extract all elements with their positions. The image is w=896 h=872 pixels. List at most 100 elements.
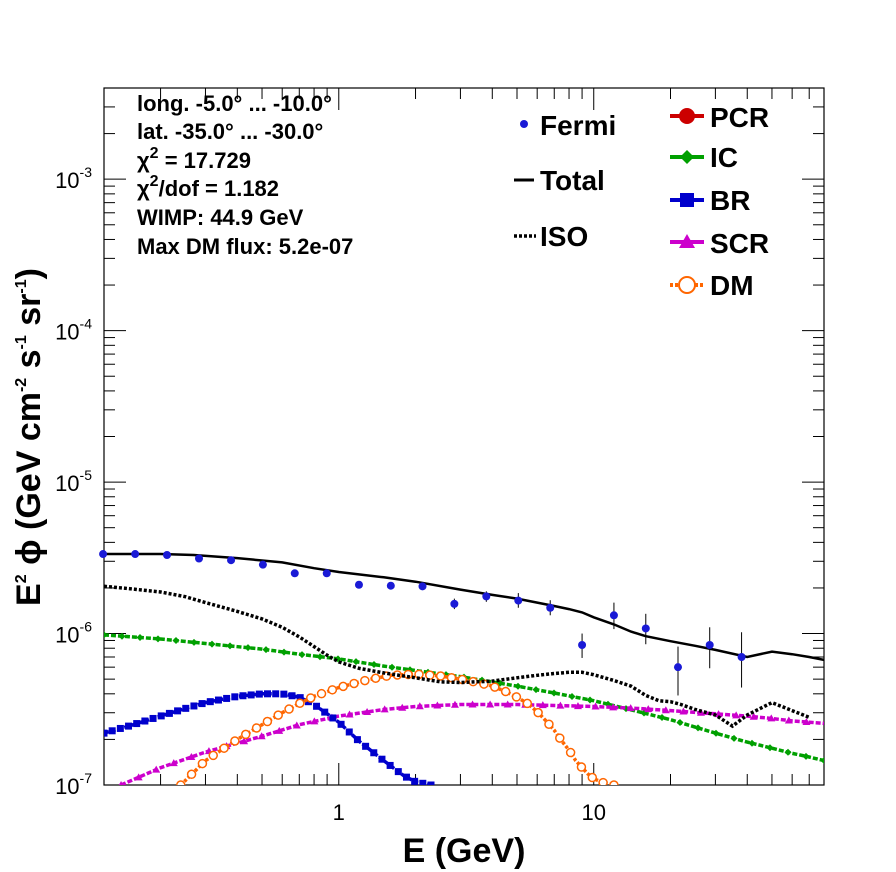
- fermi-point: [705, 641, 714, 650]
- marker-dm: [370, 673, 381, 684]
- fermi-point: [482, 592, 491, 601]
- y-axis-title: E2 ϕ (GeV cm-2 s-1 sr-1): [10, 268, 48, 606]
- fermi-point: [609, 611, 618, 620]
- marker-ic: [280, 648, 288, 656]
- marker-dm: [295, 698, 305, 709]
- legend-left: Fermi Total ISO: [514, 110, 616, 252]
- marker-dm: [262, 716, 273, 727]
- marker-dm: [587, 772, 598, 783]
- marker-ic: [784, 748, 792, 756]
- marker-dm: [208, 750, 218, 761]
- marker-dm: [555, 733, 565, 743]
- legend-right: PCR IC BR SCR DM: [670, 102, 769, 301]
- marker-br: [329, 714, 337, 722]
- marker-ic: [154, 635, 162, 643]
- marker-ic: [550, 689, 558, 697]
- marker-br: [125, 722, 133, 730]
- marker-scr: [679, 707, 688, 715]
- chi2-symbol: χ: [137, 148, 150, 173]
- legend-fermi-marker: [520, 120, 528, 128]
- fermi-point: [641, 624, 650, 633]
- marker-scr: [433, 701, 442, 709]
- marker-br: [239, 692, 247, 700]
- marker-br: [206, 698, 214, 706]
- marker-dm: [316, 688, 327, 699]
- marker-scr: [573, 702, 582, 710]
- marker-scr: [169, 759, 178, 767]
- marker-br: [157, 712, 165, 720]
- marker-dm: [305, 693, 316, 703]
- marker-dm: [360, 675, 370, 686]
- marker-scr: [556, 701, 565, 709]
- marker-dm: [176, 780, 186, 785]
- y-title-unit3: sr: [10, 294, 48, 336]
- marker-br: [402, 773, 410, 781]
- marker-ic: [514, 682, 522, 690]
- marker-scr: [661, 706, 670, 714]
- curve-dm: [179, 672, 615, 785]
- marker-dm: [533, 707, 543, 718]
- marker-ic: [532, 686, 540, 694]
- annotation-max-dm-flux: Max DM flux: 5.2e-07: [137, 234, 353, 259]
- marker-br: [313, 702, 321, 710]
- marker-br: [345, 728, 353, 736]
- marker-br: [353, 736, 361, 744]
- marker-scr: [292, 721, 301, 729]
- fermi-point: [578, 641, 587, 650]
- fermi-point: [418, 582, 427, 591]
- fermi-point: [322, 569, 331, 578]
- y-title-pre: E: [10, 583, 48, 606]
- marker-scr: [275, 726, 284, 734]
- marker-scr: [310, 717, 319, 725]
- marker-dm: [338, 681, 348, 692]
- marker-scr: [749, 712, 758, 720]
- marker-dm: [511, 692, 522, 702]
- marker-br: [198, 700, 206, 708]
- marker-scr: [802, 717, 811, 725]
- fermi-point: [131, 550, 140, 559]
- marker-dm: [273, 710, 283, 720]
- fermi-point: [258, 560, 267, 569]
- legend-dm-label: DM: [710, 270, 754, 301]
- legend-dm-marker: [678, 276, 696, 294]
- marker-br: [272, 690, 280, 698]
- marker-br: [296, 694, 304, 702]
- marker-ic: [748, 739, 756, 747]
- fermi-point: [227, 556, 236, 565]
- fermi-point: [737, 653, 746, 662]
- y-title-pre-sup: 2: [13, 574, 30, 583]
- marker-scr: [714, 710, 723, 718]
- fermi-point: [386, 581, 395, 590]
- tick-labels: 1 10 10-7 10-6 10-5 10-4 10-3: [55, 164, 606, 825]
- legend-total-label: Total: [540, 165, 605, 196]
- marker-ic: [244, 644, 252, 652]
- marker-scr: [503, 700, 512, 708]
- marker-scr: [398, 703, 407, 711]
- marker-scr: [134, 773, 143, 781]
- marker-br: [370, 749, 378, 757]
- fermi-point: [354, 580, 363, 589]
- curve-ic: [104, 633, 824, 763]
- axis-ticks: [104, 87, 825, 786]
- marker-dm: [219, 743, 229, 753]
- chi2-value: = 17.729: [159, 148, 251, 173]
- fermi-point: [673, 663, 682, 672]
- marker-scr: [591, 702, 600, 710]
- marker-dm: [598, 777, 608, 785]
- marker-br: [231, 693, 239, 701]
- marker-ic: [694, 724, 702, 732]
- marker-br: [190, 702, 198, 710]
- marker-dm: [522, 698, 533, 709]
- marker-dm: [197, 758, 208, 769]
- marker-br: [165, 709, 173, 717]
- marker-br: [247, 691, 255, 699]
- marker-ic: [820, 757, 824, 765]
- y-title-unit2: s: [10, 349, 48, 377]
- marker-dm: [490, 682, 500, 692]
- fermi-point: [195, 554, 204, 563]
- marker-ic: [262, 646, 270, 654]
- y-tick-label: 10-6: [55, 619, 92, 648]
- marker-br: [419, 779, 427, 785]
- marker-scr: [609, 703, 618, 711]
- fermi-point: [290, 569, 299, 578]
